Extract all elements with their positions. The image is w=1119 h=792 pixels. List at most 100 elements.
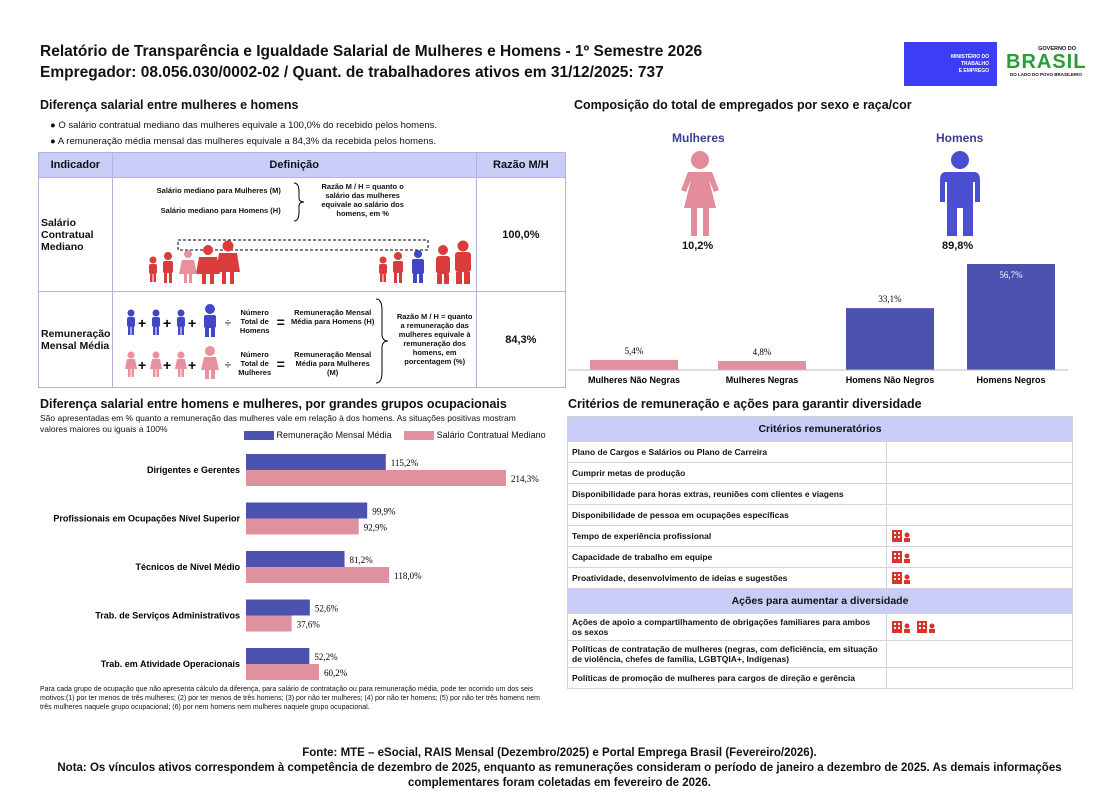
comp-bar [590, 359, 678, 370]
svg-text:+: + [188, 357, 196, 373]
occ-bar-value: 118,0% [394, 571, 422, 581]
criteria-label: Ações de apoio a compartilhamento de obr… [567, 613, 887, 641]
razao-remuneracao-value: 84,3% [475, 291, 567, 388]
occupation-footnote: Para cada grupo de ocupação que não apre… [40, 686, 540, 711]
building-person-icon [892, 572, 910, 584]
criteria-row: Disponibilidade para horas extras, reuni… [567, 483, 1073, 505]
footer: Fonte: MTE – eSocial, RAIS Mensal (Dezem… [0, 746, 1119, 791]
occ-bar [246, 551, 345, 567]
occ-bar-value: 37,6% [297, 620, 321, 630]
women-label: Mulheres [672, 131, 725, 145]
indicator-table: Indicador Definição Razão M/H Salário Co… [38, 152, 567, 388]
occ-category-label: Dirigentes e Gerentes [147, 465, 240, 475]
criteria-icons [886, 640, 1073, 668]
occ-bar [246, 502, 368, 519]
men-sum-illustration: + + + [126, 304, 216, 337]
occupation-legend: Remuneração Mensal Média Salário Contrat… [244, 430, 546, 441]
criteria-label: Plano de Cargos e Salários ou Plano de C… [567, 441, 887, 463]
brace-icon-2 [375, 298, 388, 384]
criteria-label: Tempo de experiência profissional [567, 525, 887, 547]
criteria-row: Ações de apoio a compartilhamento de obr… [567, 613, 1073, 641]
criteria-icons [886, 525, 1073, 547]
woman-figure-icon [681, 151, 719, 236]
comp-bar-value: 5,4% [625, 346, 644, 356]
comp-bar-label: Homens Negros [976, 375, 1045, 385]
col-indicador: Indicador [38, 152, 113, 178]
comp-bar [846, 308, 934, 370]
occ-bar [246, 664, 320, 680]
criteria-title: Critérios de remuneração e ações para ga… [568, 397, 922, 411]
criteria-icons [886, 441, 1073, 463]
footer-fonte: Fonte: MTE – eSocial, RAIS Mensal (Dezem… [302, 747, 817, 759]
comp-bar [718, 361, 806, 370]
legend-swatch-rem [244, 431, 274, 441]
def-salario: Salário mediano para Mulheres (M) Salári… [111, 177, 477, 292]
svg-text:+: + [138, 315, 146, 331]
criteria-label: Políticas de contratação de mulheres (ne… [567, 640, 887, 668]
women-pct: 10,2% [682, 240, 714, 252]
col-definicao: Definição [111, 152, 477, 178]
criteria-icons [886, 504, 1073, 526]
people-median-illustration [148, 239, 471, 284]
occ-bar [246, 518, 359, 535]
building-person-icon [892, 530, 910, 542]
occ-bar-value: 92,9% [364, 523, 388, 533]
svg-text:+: + [188, 315, 196, 331]
div-header: Ações para aumentar a diversidade [567, 588, 1073, 614]
legend-sal-label: Salário Contratual Mediano [436, 430, 546, 440]
criteria-table: Critérios remuneratórios Plano de Cargos … [567, 416, 1073, 689]
occ-bar [246, 454, 386, 470]
criteria-row: Plano de Cargos e Salários ou Plano de C… [567, 441, 1073, 463]
occ-bar [246, 470, 506, 486]
occupation-title: Diferença salarial entre homens e mulher… [40, 397, 507, 411]
man-figure-icon [940, 151, 980, 236]
criteria-label: Cumprir metas de produção [567, 462, 887, 484]
criteria-icons [886, 567, 1073, 589]
occ-bar [246, 615, 292, 632]
occ-bar-value: 99,9% [372, 507, 396, 517]
rem-header: Critérios remuneratórios [567, 416, 1073, 442]
building-person-icon [917, 621, 935, 633]
comp-bar-value: 33,1% [878, 294, 902, 304]
criteria-icons [886, 546, 1073, 568]
women-sum-illustration: + + + [124, 346, 219, 379]
comp-bar-value: 4,8% [753, 347, 772, 357]
criteria-row: Capacidade de trabalho em equipe [567, 546, 1073, 568]
occ-bar-value: 52,6% [315, 604, 339, 614]
occ-bar-value: 115,2% [391, 458, 419, 468]
gov-brasil-logo: GOVERNO DO BRASIL DO LADO DO POVO BRASIL… [1006, 42, 1088, 88]
div-header-label: Ações para aumentar a diversidade [567, 588, 1073, 614]
occ-category-label: Trab. de Serviços Administrativos [95, 611, 240, 621]
rem-header-label: Critérios remuneratórios [567, 416, 1073, 442]
occupation-subtitle: São apresentadas em % quanto a remuneraç… [40, 413, 516, 434]
criteria-icons [886, 667, 1073, 689]
occ-category-label: Profissionais em Ocupações Nível Superio… [53, 514, 240, 524]
occ-category-label: Trab. em Atividade Operacionais [101, 659, 240, 669]
men-label: Homens [936, 131, 984, 145]
occ-bar-value: 52,2% [314, 652, 338, 662]
criteria-row: Tempo de experiência profissional [567, 525, 1073, 547]
composition-title: Composição do total de empregados por se… [574, 98, 912, 112]
building-person-icon [892, 551, 910, 563]
criteria-label: Capacidade de trabalho em equipe [567, 546, 887, 568]
svg-text:+: + [138, 357, 146, 373]
comp-bar-label: Mulheres Negras [726, 375, 799, 385]
criteria-icons [886, 483, 1073, 505]
brace-icon [293, 182, 304, 222]
mte-logo: MINISTÉRIO DO TRABALHO E EMPREGO [904, 42, 997, 86]
def-remuneracao: + + + ÷ Número Total de Homens = Remuneraç… [111, 291, 477, 388]
criteria-row: Cumprir metas de produção [567, 462, 1073, 484]
criteria-row: Políticas de promoção de mulheres para c… [567, 667, 1073, 689]
occ-bar [246, 599, 310, 616]
building-person-icon [892, 621, 910, 633]
diff-bullet-2: ● A remuneração média mensal das mulhere… [50, 136, 436, 147]
occ-bar [246, 648, 310, 664]
diff-section-title: Diferença salarial entre mulheres e home… [40, 98, 299, 112]
legend-swatch-sal [404, 431, 435, 441]
criteria-row: Disponibilidade de pessoa em ocupações e… [567, 504, 1073, 526]
occ-category-label: Técnicos de Nível Médio [135, 562, 240, 572]
diff-bullet-1: ● O salário contratual mediano das mulhe… [50, 120, 438, 131]
occ-bar [246, 567, 390, 583]
criteria-icons [886, 462, 1073, 484]
occ-bar-value: 60,2% [324, 668, 348, 678]
